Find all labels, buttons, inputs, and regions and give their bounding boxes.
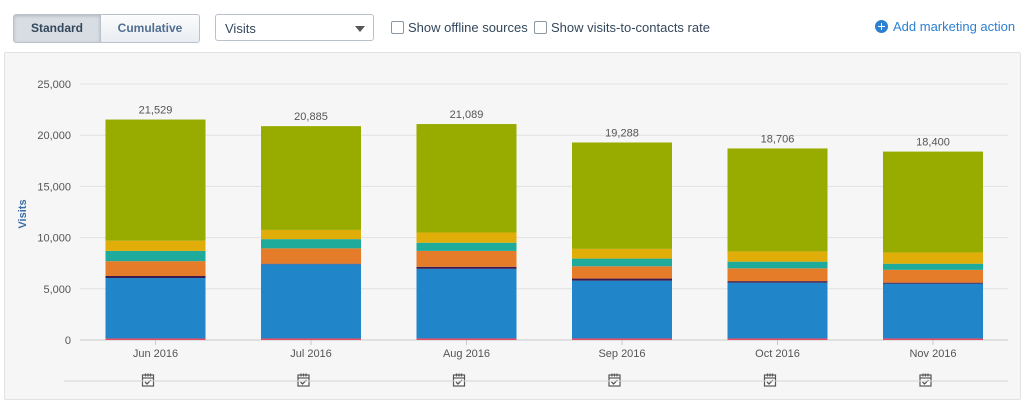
bar-segment[interactable] [261,229,361,240]
bar-segment[interactable] [883,252,983,264]
metric-select-value: Visits [225,21,256,36]
bar-segment[interactable] [416,250,517,267]
bar-segment[interactable] [105,278,206,339]
offline-sources-checkbox[interactable]: Show offline sources [391,20,528,35]
x-tick-label: Aug 2016 [443,348,490,360]
x-tick-label: Oct 2016 [755,348,800,360]
y-tick-label: 10,000 [37,233,71,245]
bar-segment[interactable] [727,338,828,340]
add-marketing-action-label: Add marketing action [893,19,1016,34]
bar-segment[interactable] [261,126,361,230]
bar-segment[interactable] [572,280,672,339]
bar-segment[interactable] [416,242,517,251]
bar-total-label: 18,706 [761,133,795,145]
calendar-check-icon[interactable] [297,373,310,387]
bar-segment[interactable] [105,119,206,241]
chevron-down-icon [355,26,365,32]
bar-segment[interactable] [261,263,361,265]
calendar-check-icon[interactable] [763,373,777,387]
bar-total-label: 21,089 [450,109,484,121]
bar-segment[interactable] [883,269,983,283]
bar-segment[interactable] [261,338,361,340]
bar-segment[interactable] [416,338,517,340]
y-tick-label: 0 [65,335,71,347]
calendar-check-icon[interactable] [452,373,466,387]
chart-toolbar: Standard Cumulative Visits Show offline … [0,0,1024,56]
cumulative-view-button[interactable]: Cumulative [100,15,199,42]
calendar-check-icon[interactable] [141,373,155,387]
y-tick-label: 5,000 [43,284,71,296]
y-tick-label: 15,000 [37,181,71,193]
y-axis-title: Visits [17,199,29,228]
bar-segment[interactable] [883,282,983,284]
bar-segment[interactable] [572,142,672,249]
y-tick-label: 25,000 [37,79,71,91]
bar-segment[interactable] [572,266,672,279]
bar-total-label: 21,529 [139,105,173,117]
checkbox-box[interactable] [534,21,547,34]
bar-segment[interactable] [883,283,983,339]
bar-total-label: 18,400 [916,137,950,149]
x-tick-label: Sep 2016 [598,348,645,360]
bar-segment[interactable] [727,282,828,339]
bar-segment[interactable] [572,278,672,281]
bar-segment[interactable] [416,268,517,339]
bar-segment[interactable] [416,232,517,243]
offline-sources-label: Show offline sources [408,20,528,35]
metric-select[interactable]: Visits [215,14,374,41]
y-tick-label: 20,000 [37,130,71,142]
calendar-check-icon[interactable] [919,373,932,387]
bar-segment[interactable] [416,124,517,233]
bar-segment[interactable] [261,239,361,249]
add-marketing-action-link[interactable]: Add marketing action [875,19,1015,34]
view-toggle: Standard Cumulative [13,14,200,43]
x-tick-label: Jul 2016 [290,348,332,360]
bar-segment[interactable] [727,281,828,283]
bar-total-label: 19,288 [605,127,639,139]
bar-total-label: 20,885 [294,111,328,123]
bar-segment[interactable] [416,266,517,269]
bar-segment[interactable] [105,250,206,262]
bar-segment[interactable] [261,248,361,264]
bar-segment[interactable] [727,261,828,269]
bar-segment[interactable] [572,248,672,259]
bar-segment[interactable] [883,263,983,270]
bar-segment[interactable] [105,338,206,340]
bar-segment[interactable] [883,338,983,340]
bar-segment[interactable] [572,258,672,267]
visits-to-contacts-label: Show visits-to-contacts rate [551,20,710,35]
x-tick-label: Nov 2016 [909,348,956,360]
calendar-check-icon[interactable] [608,373,621,387]
bar-segment[interactable] [727,251,828,262]
bar-segment[interactable] [883,151,983,253]
plus-circle-icon [875,20,888,33]
bar-segment[interactable] [572,338,672,340]
bar-segment[interactable] [727,268,828,282]
visits-to-contacts-checkbox[interactable]: Show visits-to-contacts rate [534,20,710,35]
checkbox-box[interactable] [391,21,404,34]
bar-segment[interactable] [261,264,361,339]
bar-segment[interactable] [727,148,828,252]
bar-segment[interactable] [105,261,206,276]
standard-view-button[interactable]: Standard [14,15,100,42]
bar-segment[interactable] [105,276,206,279]
bar-segment[interactable] [105,240,206,251]
x-tick-label: Jun 2016 [133,348,178,360]
